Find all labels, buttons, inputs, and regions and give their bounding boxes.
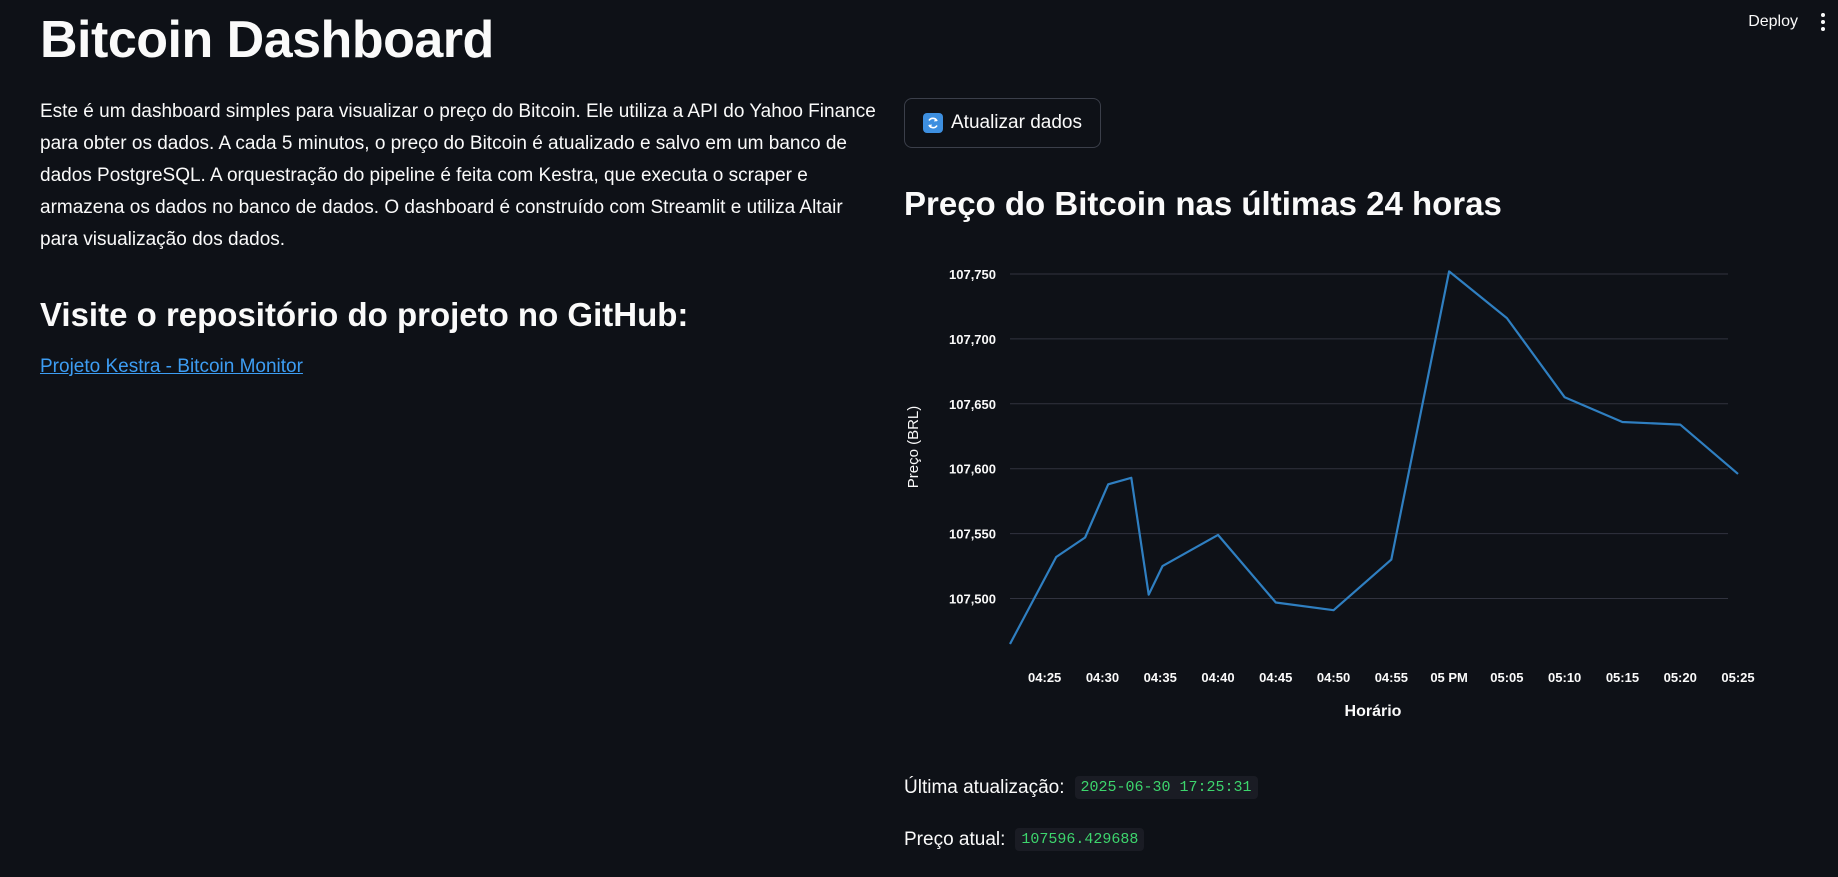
last-update-value: 2025-06-30 17:25:31	[1074, 776, 1258, 799]
x-axis-title: Horário	[1345, 703, 1402, 720]
x-tick-label: 04:25	[1028, 670, 1061, 685]
y-tick-label: 107,550	[949, 527, 996, 542]
github-repo-link[interactable]: Projeto Kestra - Bitcoin Monitor	[40, 356, 303, 377]
chart-heading: Preço do Bitcoin nas últimas 24 horas	[904, 185, 1502, 222]
x-tick-label: 05:05	[1490, 670, 1523, 685]
y-tick-label: 107,750	[949, 267, 996, 282]
x-tick-label: 05:10	[1548, 670, 1581, 685]
intro-paragraph: Este é um dashboard simples para visuali…	[40, 101, 876, 250]
refresh-button-label: Atualizar dados	[951, 112, 1082, 133]
vertical-dots-icon	[1821, 13, 1825, 31]
y-tick-label: 107,600	[949, 462, 996, 477]
last-update-label: Última atualização:	[904, 776, 1065, 798]
current-price-label: Preço atual:	[904, 828, 1006, 850]
x-tick-label: 04:55	[1375, 670, 1408, 685]
x-axis-ticks: 04:25 04:30 04:35 04:40 04:45 04:50 04:55 05 PM…	[1028, 670, 1755, 685]
top-toolbar: Deploy	[1738, 0, 1838, 44]
x-tick-label: 05:20	[1664, 670, 1697, 685]
left-column: Este é um dashboard simples para visuali…	[40, 96, 880, 378]
refresh-icon	[923, 113, 943, 133]
y-axis-title: Preço (BRL)	[905, 406, 922, 489]
price-chart-svg: 107,500 107,550 107,600 107,650 107,700 107,7…	[905, 267, 1755, 720]
main-menu-button[interactable]	[1808, 2, 1838, 42]
y-axis-ticks: 107,500 107,550 107,600 107,650 107,700 107,7…	[949, 267, 996, 607]
x-tick-label: 04:50	[1317, 670, 1350, 685]
current-price-value: 107596.429688	[1015, 828, 1145, 851]
deploy-button[interactable]: Deploy	[1738, 7, 1808, 37]
page-title: Bitcoin Dashboard	[40, 11, 494, 69]
y-tick-label: 107,700	[949, 332, 996, 347]
x-tick-label: 04:45	[1259, 670, 1292, 685]
x-tick-label: 05 PM	[1430, 670, 1468, 685]
x-tick-label: 04:35	[1144, 670, 1177, 685]
x-tick-label: 05:25	[1721, 670, 1754, 685]
x-tick-label: 04:40	[1201, 670, 1234, 685]
current-price-row: Preço atual: 107596.429688	[904, 828, 1145, 851]
chart-grid	[1010, 273, 1728, 600]
price-chart: 107,500 107,550 107,600 107,650 107,700 107,7…	[900, 240, 1760, 730]
x-tick-label: 05:15	[1606, 670, 1639, 685]
github-heading: Visite o repositório do projeto no GitHu…	[40, 296, 689, 333]
right-column: Atualizar dados Preço do Bitcoin nas últ…	[904, 98, 1804, 223]
x-tick-label: 04:30	[1086, 670, 1119, 685]
price-line	[1009, 270, 1739, 645]
y-tick-label: 107,650	[949, 397, 996, 412]
last-update-row: Última atualização: 2025-06-30 17:25:31	[904, 776, 1258, 799]
y-tick-label: 107,500	[949, 592, 996, 607]
refresh-data-button[interactable]: Atualizar dados	[904, 98, 1101, 148]
chart-series	[1009, 270, 1739, 645]
